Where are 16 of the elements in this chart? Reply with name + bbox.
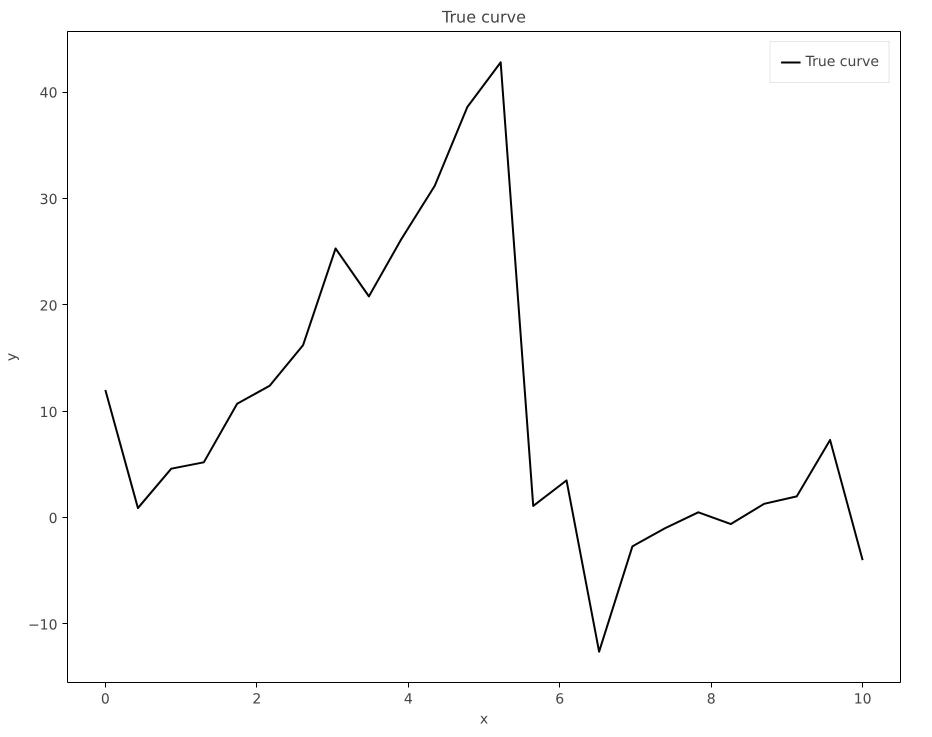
x-tick-label: 2 [252,692,262,708]
x-axis-title: x [480,712,488,728]
x-tick-label: 6 [555,692,564,708]
y-tick-label: −10 [28,617,58,634]
legend-label: True curve [806,54,879,70]
y-tick-label: 20 [40,298,58,314]
chart-title: True curve [441,8,526,26]
y-tick-label: 0 [48,511,58,528]
x-tick-label: 4 [404,692,413,708]
x-tick-label: 10 [854,692,872,708]
x-tick-label: 8 [706,692,716,708]
x-tick-label: 0 [100,692,110,708]
y-axis-title: y [4,352,20,362]
y-tick-label: 40 [40,86,58,102]
y-tick-label: 30 [40,192,58,208]
y-tick-label: 10 [40,404,58,421]
